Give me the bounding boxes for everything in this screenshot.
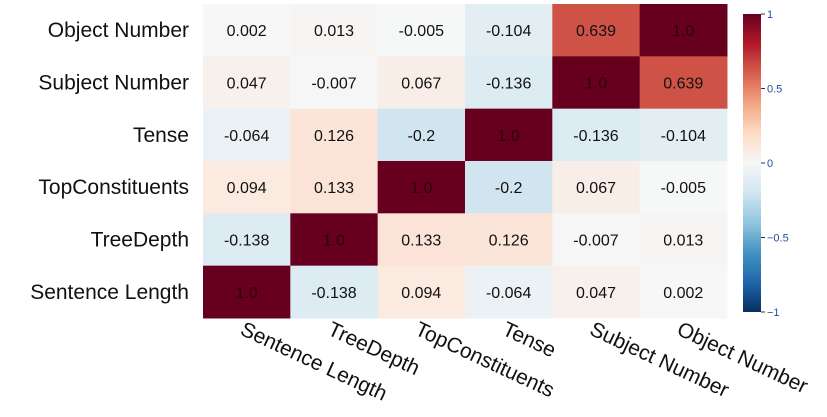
cell-value-label: 0.013 <box>663 232 703 249</box>
cell-value-label: 1.0 <box>672 23 694 40</box>
colorbar-tick-label: 0 <box>767 158 773 170</box>
heatmap-cell <box>377 56 466 110</box>
cell-value-label: -0.005 <box>399 23 444 40</box>
colorbar-gradient <box>743 14 761 312</box>
heatmap-cells <box>203 4 728 319</box>
cell-value-label: 0.126 <box>314 128 354 145</box>
y-axis-tick-labels: Object Number Subject Number Tense TopConst… <box>30 19 189 304</box>
heatmap-cell <box>203 213 291 267</box>
heatmap-cell <box>203 56 291 110</box>
heatmap-cell <box>203 160 291 214</box>
cell-value-label: -0.104 <box>661 128 706 145</box>
cell-value-label: 0.002 <box>663 285 703 302</box>
cell-value-label: 0.013 <box>314 23 354 40</box>
cell-value-label: -0.007 <box>573 232 618 249</box>
cell-value-label: 0.067 <box>401 76 441 93</box>
cell-value-label: 0.133 <box>401 232 441 249</box>
y-tick-label: Subject Number <box>38 72 189 95</box>
y-tick-label: Sentence Length <box>30 281 189 304</box>
cell-value-label: 1.0 <box>236 285 258 302</box>
heatmap-cell <box>552 265 641 319</box>
cell-value-label: -0.007 <box>311 76 356 93</box>
heatmap-cell <box>377 108 466 162</box>
heatmap-cell <box>290 4 379 57</box>
y-tick-label: Object Number <box>48 19 189 42</box>
heatmap-cell <box>639 160 728 214</box>
cell-value-label: 1.0 <box>498 128 520 145</box>
heatmap-cell <box>639 56 728 110</box>
heatmap-cell <box>377 213 466 267</box>
heatmap-cell <box>639 265 728 319</box>
heatmap-cell <box>290 56 379 110</box>
cell-value-label: -0.2 <box>495 180 523 197</box>
y-tick-label: TreeDepth <box>91 228 189 251</box>
cell-value-label: 1.0 <box>410 180 432 197</box>
heatmap-cell <box>290 108 379 162</box>
heatmap-cell <box>639 108 728 162</box>
cell-value-label: 0.094 <box>401 285 441 302</box>
cell-value-label: 0.002 <box>227 23 267 40</box>
cell-value-label: 0.639 <box>663 76 703 93</box>
cell-value-label: 0.067 <box>576 180 616 197</box>
heatmap-cell <box>552 108 641 162</box>
heatmap-cell-labels: 0.002 0.013 -0.005 -0.104 0.639 1.0 0.047 -0.00… <box>224 23 706 302</box>
cell-value-label: -0.138 <box>311 285 356 302</box>
cell-value-label: 0.126 <box>489 232 529 249</box>
cell-value-label: 0.133 <box>314 180 354 197</box>
heatmap-cell <box>464 213 553 267</box>
y-tick-label: TopConstituents <box>38 176 189 199</box>
heatmap-cell <box>464 56 553 110</box>
heatmap-cell <box>290 213 379 267</box>
cell-value-label: 0.094 <box>227 180 267 197</box>
heatmap-cell <box>552 4 641 57</box>
heatmap-cell <box>203 265 291 319</box>
cell-value-label: 0.639 <box>576 23 616 40</box>
cell-value-label: -0.136 <box>486 76 531 93</box>
cell-value-label: -0.138 <box>224 232 269 249</box>
cell-value-label: 1.0 <box>585 76 607 93</box>
heatmap-cell <box>377 160 466 214</box>
colorbar <box>743 14 761 312</box>
heatmap-cell <box>552 213 641 267</box>
heatmap-cell <box>552 56 641 110</box>
heatmap-cell <box>464 108 553 162</box>
heatmap-cell <box>552 160 641 214</box>
cell-value-label: -0.005 <box>661 180 706 197</box>
heatmap-cell <box>639 213 728 267</box>
cell-value-label: -0.064 <box>486 285 531 302</box>
heatmap-cell <box>464 265 553 319</box>
heatmap-cell <box>377 265 466 319</box>
heatmap-cell <box>203 108 291 162</box>
colorbar-tick-label: −0.5 <box>767 233 789 245</box>
cell-value-label: 0.047 <box>576 285 616 302</box>
heatmap-cell <box>464 4 553 57</box>
colorbar-tick-label: −1 <box>767 307 780 319</box>
x-axis-tick-labels: Sentence LengthTreeDepthTopConstituentsT… <box>237 318 811 406</box>
cell-value-label: 0.047 <box>227 76 267 93</box>
colorbar-tick-label: 1 <box>767 9 773 21</box>
colorbar-tick-labels: 1 0.5 0 −0.5 −1 <box>761 9 789 319</box>
cell-value-label: 1.0 <box>323 232 345 249</box>
heatmap-cell <box>377 4 466 57</box>
cell-value-label: -0.104 <box>486 23 531 40</box>
x-tick-label: Sentence Length <box>237 318 391 406</box>
cell-value-label: -0.136 <box>573 128 618 145</box>
heatmap-cell <box>203 4 291 57</box>
heatmap-cell <box>464 160 553 214</box>
x-tick-label: Tense <box>499 318 560 363</box>
cell-value-label: -0.2 <box>408 128 436 145</box>
cell-value-label: -0.064 <box>224 128 269 145</box>
heatmap-cell <box>639 4 728 57</box>
heatmap-cell <box>290 160 379 214</box>
colorbar-tick-label: 0.5 <box>767 84 782 96</box>
y-tick-label: Tense <box>133 124 189 147</box>
heatmap-cell <box>290 265 379 319</box>
